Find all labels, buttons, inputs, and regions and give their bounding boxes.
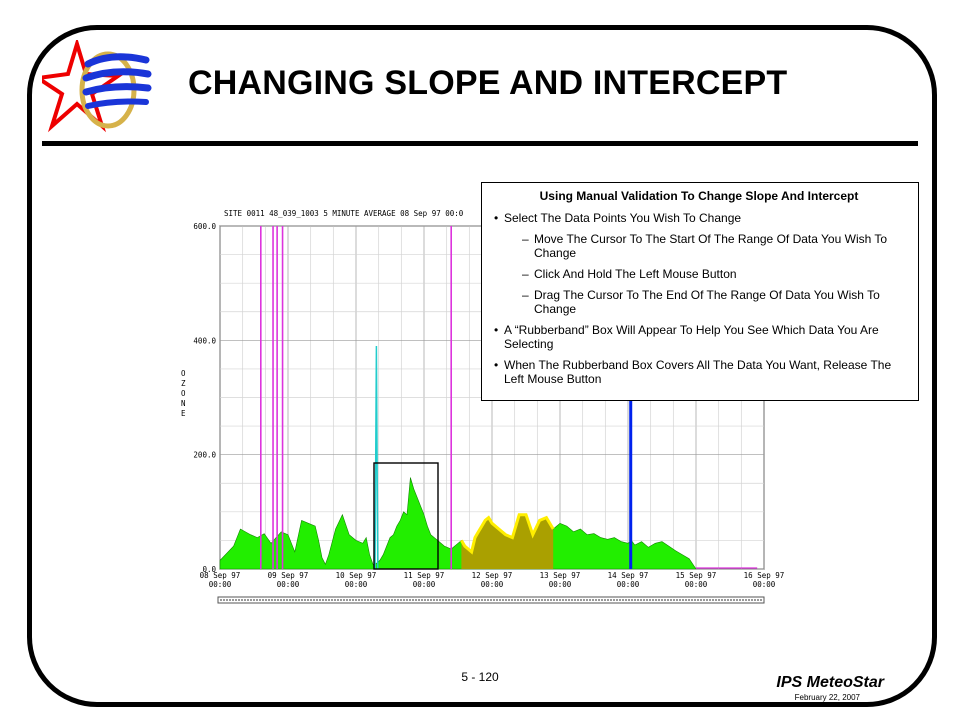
callout-item: A “Rubberband” Box Will Appear To Help Y… [494,323,904,351]
page-number: 5 - 120 [461,670,499,684]
meteostar-logo-icon [42,40,152,133]
instruction-callout: Using Manual Validation To Change Slope … [481,182,919,401]
y-tick-label: 0.0 [202,565,216,574]
y-axis-label-letter: Z [181,379,186,388]
x-tick-time-label: 00:00 [549,580,572,589]
rubberband-selection-box[interactable] [373,462,439,570]
x-tick-date-label: 10 Sep 97 [336,571,377,580]
x-tick-date-label: 14 Sep 97 [608,571,649,580]
callout-list: Select The Data Points You Wish To Chang… [494,211,904,386]
y-axis-label-letter: O [181,389,186,398]
x-tick-time-label: 00:00 [481,580,504,589]
x-tick-time-label: 00:00 [685,580,708,589]
y-axis-label-letter: N [181,399,186,408]
callout-item: Drag The Cursor To The End Of The Range … [494,288,904,316]
x-tick-time-label: 00:00 [617,580,640,589]
title-divider [42,141,918,146]
x-tick-time-label: 00:00 [277,580,300,589]
x-tick-date-label: 12 Sep 97 [472,571,513,580]
brand-name: IPS MeteoStar [776,674,884,691]
x-tick-date-label: 16 Sep 97 [744,571,785,580]
y-tick-label: 600.0 [193,222,216,231]
slide-title: CHANGING SLOPE AND INTERCEPT [188,64,788,102]
x-tick-date-label: 09 Sep 97 [268,571,309,580]
x-tick-date-label: 11 Sep 97 [404,571,445,580]
y-axis-label-letter: O [181,369,186,378]
x-tick-time-label: 00:00 [753,580,776,589]
callout-item: Move The Cursor To The Start Of The Rang… [494,232,904,260]
chart-series [219,226,758,570]
blue-flag-spike [629,328,633,569]
selected-data-edge [460,513,555,555]
y-tick-label: 400.0 [193,336,216,345]
x-tick-time-label: 00:00 [345,580,368,589]
cyan-spike-series [374,346,379,570]
callout-heading: Using Manual Validation To Change Slope … [539,189,859,203]
callout-item: Click And Hold The Left Mouse Button [494,267,904,281]
x-tick-time-label: 00:00 [413,580,436,589]
x-tick-date-label: 15 Sep 97 [676,571,717,580]
y-tick-label: 200.0 [193,451,216,460]
callout-item: Select The Data Points You Wish To Chang… [494,211,904,225]
x-tick-date-label: 08 Sep 97 [200,571,241,580]
callout-item: When The Rubberband Box Covers All The D… [494,358,904,386]
x-tick-time-label: 00:00 [209,580,232,589]
x-tick-date-label: 13 Sep 97 [540,571,581,580]
ozone-area-series [219,477,697,570]
slide-date: February 22, 2007 [794,693,860,702]
chart-title: SITE 0011 48_039_1003 5 MINUTE AVERAGE 0… [224,209,464,218]
y-axis-label-letter: E [181,409,186,418]
